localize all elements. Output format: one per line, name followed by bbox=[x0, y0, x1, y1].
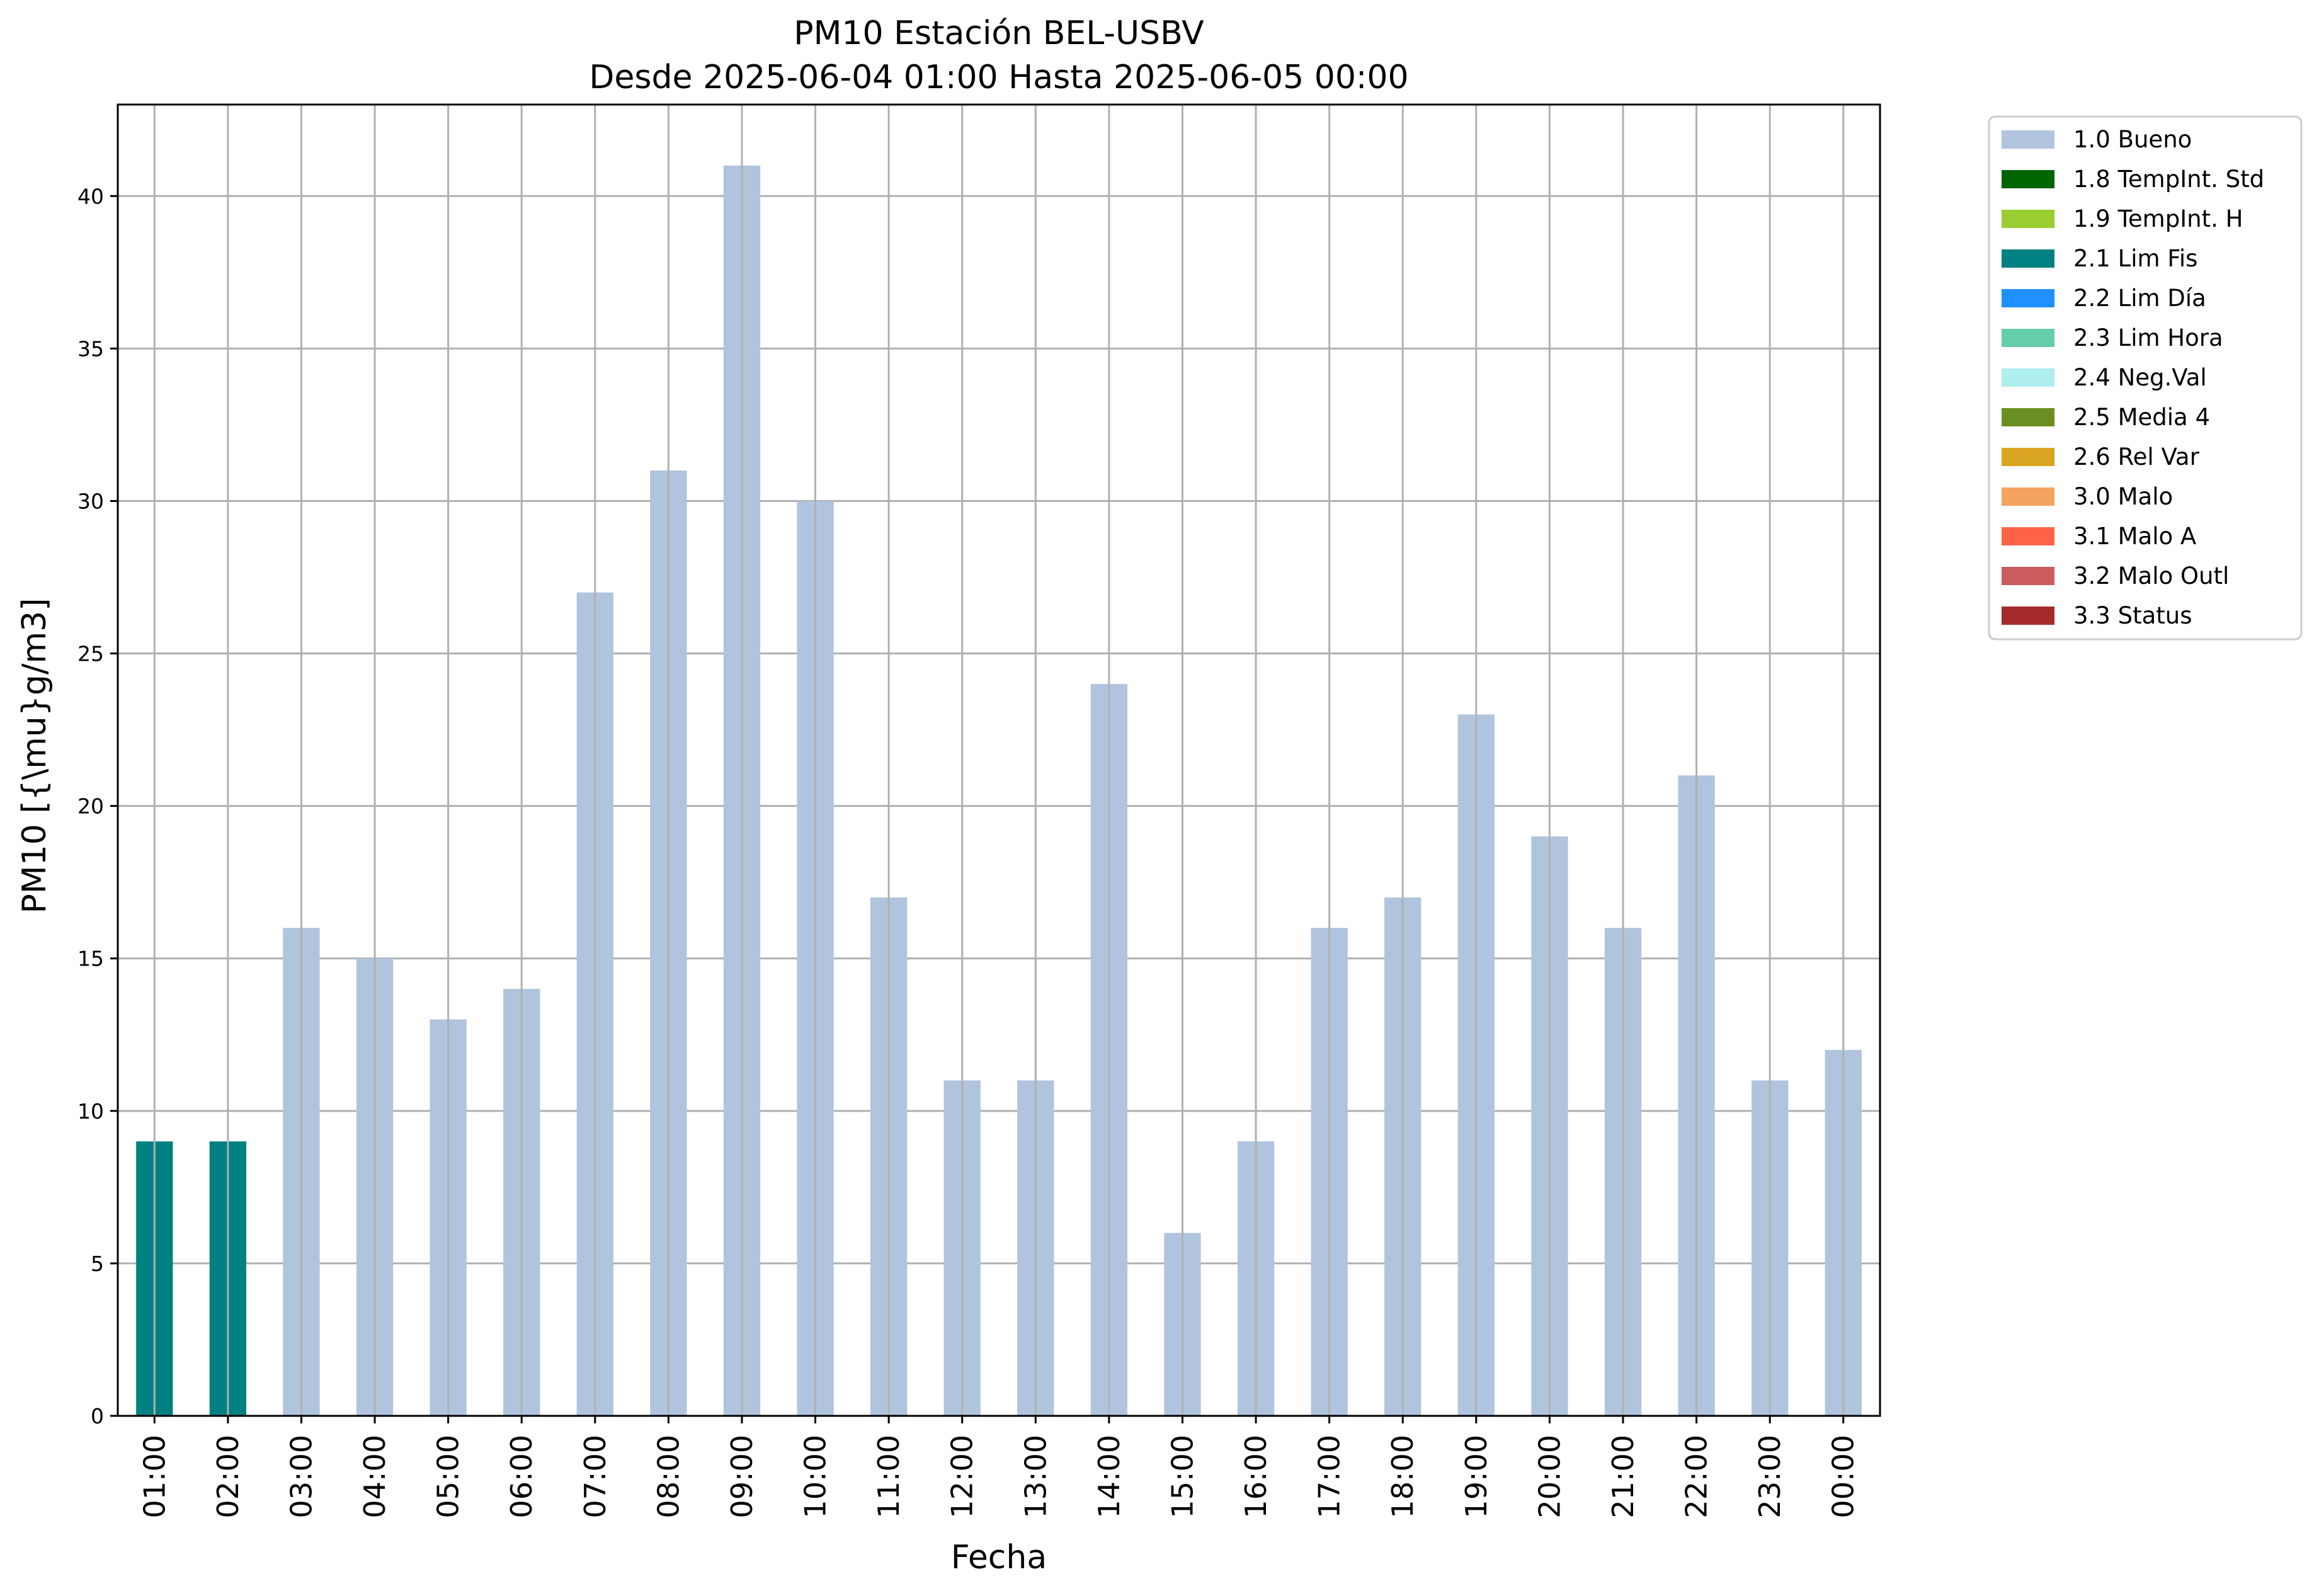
legend-swatch bbox=[2002, 448, 2054, 466]
legend-label: 2.3 Lim Hora bbox=[2073, 324, 2223, 351]
legend-swatch bbox=[2002, 567, 2054, 585]
legend-items: 1.0 Bueno 1.8 TempInt. Std 1.9 TempInt. H 2… bbox=[2002, 126, 2264, 629]
legend-swatch bbox=[2002, 487, 2054, 506]
y-tick-label: 0 bbox=[91, 1404, 104, 1428]
x-tick-label: 05:00 bbox=[431, 1435, 465, 1519]
xgrid-layer bbox=[153, 105, 1845, 1416]
x-tick-label: 02:00 bbox=[211, 1435, 245, 1519]
x-tick-label: 08:00 bbox=[651, 1435, 685, 1519]
legend-label: 2.5 Media 4 bbox=[2073, 404, 2210, 431]
x-tick-label: 11:00 bbox=[872, 1435, 906, 1519]
legend-swatch bbox=[2002, 408, 2054, 426]
legend-swatch bbox=[2002, 527, 2054, 545]
chart-subtitle: Desde 2025-06-04 01:00 Hasta 2025-06-05 … bbox=[589, 59, 1408, 96]
x-tick-label: 16:00 bbox=[1239, 1435, 1273, 1519]
x-tick-label: 17:00 bbox=[1313, 1435, 1347, 1519]
legend-label: 2.2 Lim Día bbox=[2073, 285, 2206, 312]
x-tick-label: 19:00 bbox=[1459, 1435, 1493, 1519]
y-tick-label: 25 bbox=[77, 642, 104, 666]
legend-frame bbox=[1988, 115, 2303, 641]
x-tick-label: 15:00 bbox=[1165, 1435, 1199, 1519]
legend-label: 2.4 Neg.Val bbox=[2073, 364, 2207, 391]
x-tick-label: 01:00 bbox=[137, 1435, 171, 1519]
plot-frame bbox=[117, 103, 1881, 1417]
x-tick-label: 14:00 bbox=[1092, 1435, 1126, 1519]
y-tick-label: 35 bbox=[77, 336, 104, 361]
x-tick-label: 12:00 bbox=[945, 1435, 979, 1519]
legend-swatch bbox=[2002, 607, 2054, 625]
y-tick-label: 15 bbox=[77, 947, 104, 971]
legend-label: 1.8 TempInt. Std bbox=[2073, 166, 2264, 193]
y-tick-label: 30 bbox=[77, 489, 104, 513]
x-axis-ticks: 01:00 02:00 03:00 04:00 05:00 06:00 07:00 08:00… bbox=[137, 1416, 1860, 1519]
legend-label: 3.2 Malo Outl bbox=[2073, 562, 2229, 590]
chart-title: PM10 Estación BEL-USBV bbox=[794, 14, 1204, 52]
x-tick-label: 18:00 bbox=[1386, 1435, 1420, 1519]
x-tick-label: 20:00 bbox=[1532, 1435, 1566, 1519]
legend-swatch bbox=[2002, 249, 2054, 268]
y-tick-label: 40 bbox=[77, 184, 104, 208]
x-tick-label: 23:00 bbox=[1753, 1435, 1787, 1519]
grid-layer bbox=[118, 195, 1880, 1417]
legend-swatch bbox=[2002, 170, 2054, 188]
legend-swatch bbox=[2002, 368, 2054, 387]
legend-swatch bbox=[2002, 289, 2054, 307]
y-tick-label: 5 bbox=[91, 1251, 104, 1276]
legend: 1.0 Bueno 1.8 TempInt. Std 1.9 TempInt. H 2… bbox=[1988, 115, 2303, 641]
x-tick-label: 13:00 bbox=[1018, 1435, 1052, 1519]
x-axis-title: Fecha bbox=[951, 1539, 1047, 1576]
x-tick-label: 21:00 bbox=[1606, 1435, 1640, 1519]
x-tick-label: 06:00 bbox=[504, 1435, 538, 1519]
x-tick-label: 10:00 bbox=[799, 1435, 833, 1519]
legend-label: 3.0 Malo bbox=[2073, 483, 2173, 510]
legend-label: 1.0 Bueno bbox=[2073, 126, 2192, 153]
legend-label: 3.3 Status bbox=[2073, 602, 2192, 629]
y-tick-label: 20 bbox=[77, 794, 104, 819]
legend-swatch bbox=[2002, 329, 2054, 347]
x-tick-label: 03:00 bbox=[284, 1435, 318, 1519]
legend-swatch bbox=[2002, 210, 2054, 228]
y-axis-ticks: 0 5 10 15 20 25 30 35 40 bbox=[77, 184, 118, 1428]
x-tick-label: 09:00 bbox=[725, 1435, 759, 1519]
y-axis-title: PM10 [{\mu}g/m3] bbox=[16, 598, 54, 913]
legend-label: 2.6 Rel Var bbox=[2073, 443, 2200, 470]
legend-label: 1.9 TempInt. H bbox=[2073, 205, 2243, 232]
x-tick-label: 22:00 bbox=[1680, 1435, 1714, 1519]
x-tick-label: 04:00 bbox=[358, 1435, 392, 1519]
x-tick-label: 00:00 bbox=[1826, 1435, 1860, 1519]
legend-label: 3.1 Malo A bbox=[2073, 523, 2196, 550]
y-tick-label: 10 bbox=[77, 1099, 104, 1124]
legend-label: 2.1 Lim Fis bbox=[2073, 245, 2197, 272]
legend-swatch bbox=[2002, 130, 2054, 149]
x-tick-label: 07:00 bbox=[578, 1435, 612, 1519]
